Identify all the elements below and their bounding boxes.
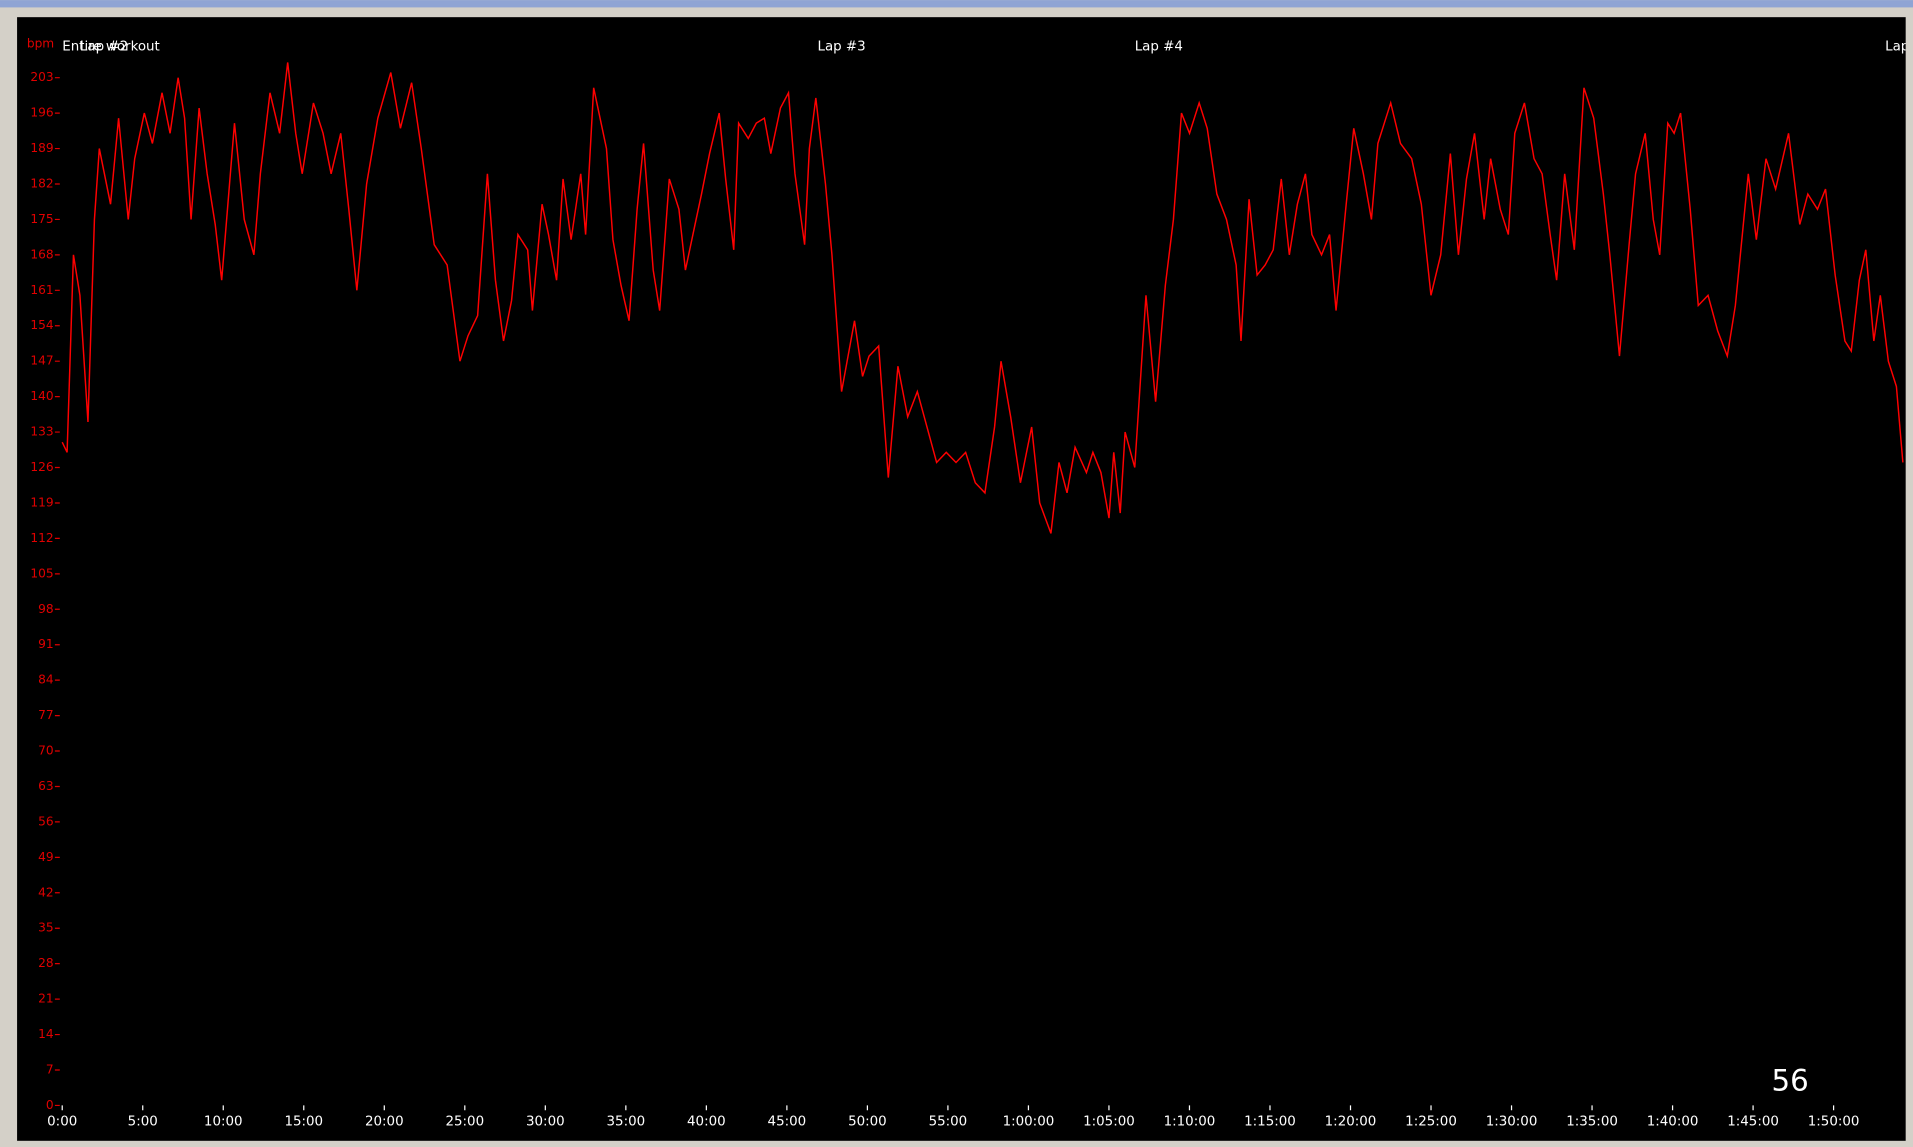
x-tick-label: 1:45:00 xyxy=(1727,1114,1779,1129)
x-tick-label: 1:15:00 xyxy=(1244,1114,1296,1129)
y-tick-label: 147 xyxy=(30,354,53,368)
x-tick-label: 55:00 xyxy=(929,1114,968,1129)
title-strip xyxy=(0,0,1913,8)
x-tick-label: 15:00 xyxy=(284,1114,323,1129)
x-tick-label: 45:00 xyxy=(768,1114,807,1129)
lap-label: Lap #2 xyxy=(80,39,128,54)
x-tick-label: 5:00 xyxy=(128,1114,158,1129)
y-tick-label: 42 xyxy=(38,885,54,899)
y-tick-label: 189 xyxy=(30,141,53,155)
x-tick-label: 1:25:00 xyxy=(1405,1114,1457,1129)
y-tick-label: 196 xyxy=(30,106,53,120)
lap-label: Lap #3 xyxy=(817,39,865,54)
y-tick-label: 112 xyxy=(30,531,53,545)
y-tick-label: 84 xyxy=(38,673,54,687)
y-tick-label: 133 xyxy=(30,425,53,439)
y-tick-label: 56 xyxy=(38,814,54,828)
y-tick-label: 105 xyxy=(30,566,53,580)
x-tick-label: 10:00 xyxy=(204,1114,243,1129)
y-tick-label: 161 xyxy=(30,283,53,297)
y-tick-label: 154 xyxy=(30,318,54,332)
y-tick-label: 21 xyxy=(38,992,54,1006)
y-tick-label: 49 xyxy=(38,850,54,864)
y-tick-label: 14 xyxy=(38,1027,54,1041)
y-tick-label: 203 xyxy=(30,70,53,84)
x-tick-label: 50:00 xyxy=(848,1114,887,1129)
x-tick-label: 1:05:00 xyxy=(1083,1114,1135,1129)
x-tick-label: 0:00 xyxy=(47,1114,77,1129)
lap-label: Lap xyxy=(1885,39,1909,54)
x-tick-label: 30:00 xyxy=(526,1114,565,1129)
y-tick-label: 70 xyxy=(38,744,54,758)
x-tick-label: 1:20:00 xyxy=(1325,1114,1377,1129)
x-tick-label: 40:00 xyxy=(687,1114,726,1129)
y-tick-label: 35 xyxy=(38,921,54,935)
y-tick-label: 98 xyxy=(38,602,54,616)
x-tick-label: 1:40:00 xyxy=(1647,1114,1699,1129)
y-tick-label: 126 xyxy=(30,460,53,474)
y-tick-label: 63 xyxy=(38,779,54,793)
x-tick-label: 1:50:00 xyxy=(1808,1114,1860,1129)
y-tick-label: 7 xyxy=(46,1062,54,1076)
lap-label: Entire workout xyxy=(62,39,160,54)
x-tick-label: 1:10:00 xyxy=(1164,1114,1216,1129)
y-tick-label: 0 xyxy=(46,1098,54,1112)
lap-label: Lap #4 xyxy=(1135,39,1183,54)
x-tick-label: 1:35:00 xyxy=(1566,1114,1618,1129)
y-tick-label: 182 xyxy=(30,176,53,190)
y-axis-label: bpm xyxy=(27,37,54,51)
y-tick-label: 28 xyxy=(38,956,54,970)
y-tick-label: 77 xyxy=(38,708,54,722)
y-tick-label: 119 xyxy=(30,495,53,509)
y-tick-label: 91 xyxy=(38,637,54,651)
heart-rate-line xyxy=(61,62,1904,534)
page-number: 56 xyxy=(1771,1064,1808,1098)
y-tick-label: 140 xyxy=(30,389,53,403)
y-tick-label: 175 xyxy=(30,212,53,226)
x-tick-label: 1:30:00 xyxy=(1486,1114,1538,1129)
x-tick-label: 1:00:00 xyxy=(1003,1114,1055,1129)
y-tick-label: 168 xyxy=(30,247,53,261)
x-tick-label: 20:00 xyxy=(365,1114,404,1129)
x-tick-label: 25:00 xyxy=(445,1114,484,1129)
chart-panel xyxy=(17,17,1906,1141)
x-tick-label: 35:00 xyxy=(607,1114,646,1129)
